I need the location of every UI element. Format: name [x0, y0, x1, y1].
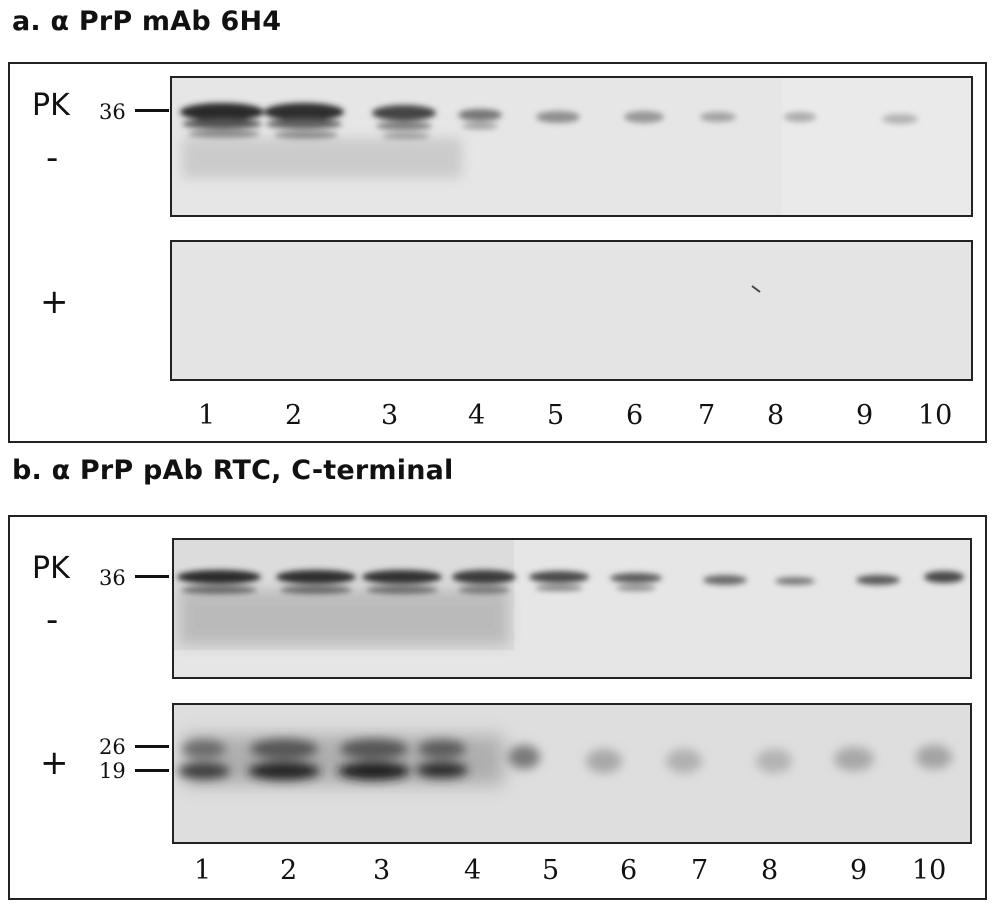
- panel-b-marker-36-tick: [135, 575, 169, 578]
- panel-b-pk-label: PK: [32, 551, 70, 586]
- panel-a-blot-minus: [170, 76, 973, 217]
- panel-b-lane-10: 10: [912, 855, 947, 886]
- panel-b-title: b. α PrP pAb RTC, C-terminal: [12, 455, 454, 486]
- panel-a-lane-7: 7: [698, 400, 716, 431]
- panel-b-lane-4: 4: [464, 855, 482, 886]
- panel-a-lane-1: 1: [198, 400, 216, 431]
- panel-a-blot-plus: [170, 240, 973, 381]
- panel-b-lane-2: 2: [280, 855, 298, 886]
- panel-a-lane-2: 2: [285, 400, 303, 431]
- panel-a-lane-10: 10: [918, 400, 953, 431]
- panel-b-blot-minus-image: [174, 540, 970, 677]
- panel-b-lane-7: 7: [691, 855, 709, 886]
- panel-b-blot-plus: [172, 703, 972, 844]
- panel-a-blot-plus-image: [172, 242, 971, 379]
- panel-a-lane-6: 6: [626, 400, 644, 431]
- panel-b-lane-9: 9: [850, 855, 868, 886]
- panel-b-blot-plus-image: [174, 705, 970, 842]
- panel-a-lane-9: 9: [856, 400, 874, 431]
- panel-a-lane-8: 8: [767, 400, 785, 431]
- panel-b-lane-5: 5: [542, 855, 560, 886]
- panel-a-plus-label: +: [40, 282, 69, 322]
- panel-b-lane-3: 3: [373, 855, 391, 886]
- panel-b-marker-19: 19: [99, 759, 126, 783]
- panel-b-lane-8: 8: [761, 855, 779, 886]
- panel-a-title: a. α PrP mAb 6H4: [12, 6, 282, 37]
- panel-b-marker-19-tick: [135, 769, 169, 772]
- panel-b-minus-label: -: [46, 600, 59, 640]
- panel-b-marker-26: 26: [99, 735, 126, 759]
- panel-b-marker-36: 36: [99, 566, 126, 590]
- panel-a-marker-36: 36: [99, 100, 126, 124]
- panel-a-minus-label: -: [46, 138, 59, 178]
- panel-b-blot-minus: [172, 538, 972, 679]
- panel-b-lane-6: 6: [620, 855, 638, 886]
- panel-a-lane-5: 5: [547, 400, 565, 431]
- panel-b-lane-1: 1: [194, 855, 212, 886]
- panel-a-blot-minus-image: [172, 78, 971, 215]
- panel-b-plus-label: +: [40, 743, 69, 783]
- panel-a-lane-4: 4: [468, 400, 486, 431]
- panel-b-marker-26-tick: [135, 745, 169, 748]
- panel-a-pk-label: PK: [32, 88, 70, 123]
- panel-a-marker-36-tick: [135, 109, 169, 112]
- panel-a-lane-3: 3: [381, 400, 399, 431]
